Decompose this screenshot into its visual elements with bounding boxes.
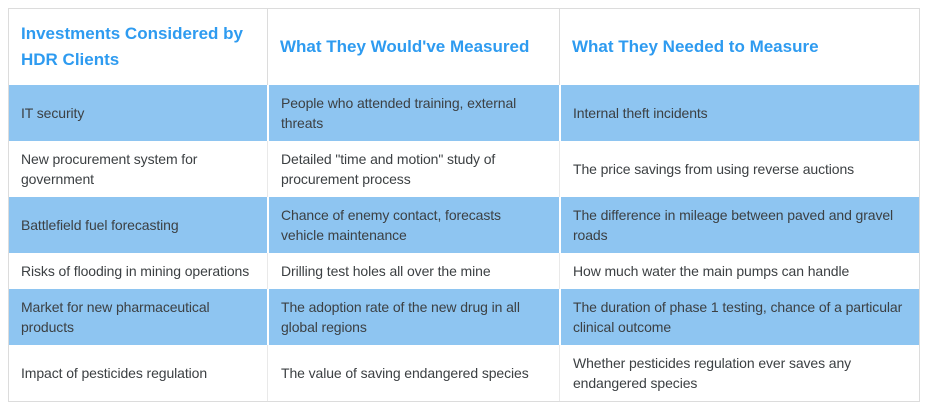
column-header-investments: Investments Considered by HDR Clients bbox=[9, 9, 267, 85]
table-cell: Impact of pesticides regulation bbox=[9, 345, 267, 401]
header-row: Investments Considered by HDR Clients Wh… bbox=[9, 9, 919, 85]
comparison-table: Investments Considered by HDR Clients Wh… bbox=[8, 8, 920, 402]
table-row: IT security People who attended training,… bbox=[9, 85, 919, 141]
table-cell: How much water the main pumps can handle bbox=[559, 253, 919, 289]
table-cell: The duration of phase 1 testing, chance … bbox=[559, 289, 919, 345]
table-cell: Detailed "time and motion" study of proc… bbox=[267, 141, 559, 197]
table-cell: Drilling test holes all over the mine bbox=[267, 253, 559, 289]
table-cell: Internal theft incidents bbox=[559, 85, 919, 141]
table-row: Risks of flooding in mining operations Dr… bbox=[9, 253, 919, 289]
table-row: New procurement system for government Det… bbox=[9, 141, 919, 197]
table-cell: The difference in mileage between paved … bbox=[559, 197, 919, 253]
table-header: Investments Considered by HDR Clients Wh… bbox=[9, 9, 919, 85]
table-cell: New procurement system for government bbox=[9, 141, 267, 197]
table-cell: The price savings from using reverse auc… bbox=[559, 141, 919, 197]
table-row: Market for new pharmaceutical products Th… bbox=[9, 289, 919, 345]
table-body: IT security People who attended training,… bbox=[9, 85, 919, 401]
column-header-would-have-measured: What They Would've Measured bbox=[267, 9, 559, 85]
table-cell: The adoption rate of the new drug in all… bbox=[267, 289, 559, 345]
table-cell: Chance of enemy contact, forecasts vehic… bbox=[267, 197, 559, 253]
table-cell: Battlefield fuel forecasting bbox=[9, 197, 267, 253]
table-cell: Risks of flooding in mining operations bbox=[9, 253, 267, 289]
table-cell: People who attended training, external t… bbox=[267, 85, 559, 141]
table-cell: IT security bbox=[9, 85, 267, 141]
table-row: Impact of pesticides regulation The value… bbox=[9, 345, 919, 401]
table-row: Battlefield fuel forecasting Chance of en… bbox=[9, 197, 919, 253]
table-cell: Whether pesticides regulation ever saves… bbox=[559, 345, 919, 401]
measurement-comparison-table: Investments Considered by HDR Clients Wh… bbox=[9, 9, 919, 401]
table-cell: Market for new pharmaceutical products bbox=[9, 289, 267, 345]
column-header-needed-to-measure: What They Needed to Measure bbox=[559, 9, 919, 85]
table-cell: The value of saving endangered species bbox=[267, 345, 559, 401]
